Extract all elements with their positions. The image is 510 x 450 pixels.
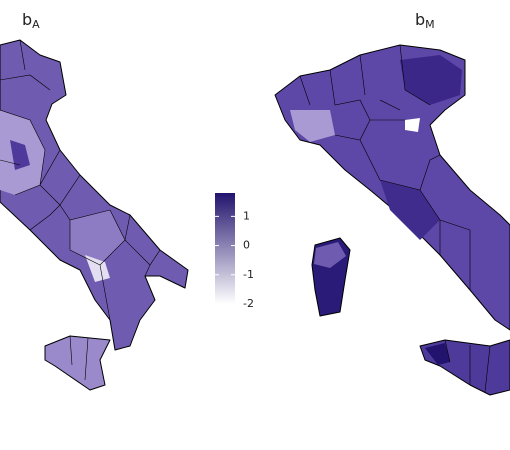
- panel-title: bM: [415, 10, 435, 32]
- region: [405, 118, 420, 132]
- tick-label: -1: [243, 268, 254, 281]
- sicily: [44, 335, 111, 391]
- title: b: [415, 10, 425, 29]
- map-right: [274, 44, 510, 396]
- tick-label: 0: [243, 239, 250, 252]
- colorbar-fill: [215, 193, 235, 304]
- region-borders: [299, 44, 471, 290]
- tick-label: 1: [243, 209, 250, 222]
- region-borders: [0, 39, 161, 321]
- region: [290, 110, 335, 142]
- peninsula: [0, 39, 189, 351]
- colorbar: 1 0 -1 -2: [215, 193, 254, 310]
- region: [380, 180, 440, 240]
- title: b: [22, 10, 32, 29]
- region: [400, 55, 462, 105]
- panel-title: bA: [22, 10, 40, 32]
- region: [314, 242, 346, 268]
- region-borders: [444, 339, 491, 393]
- region-borders: [69, 335, 89, 381]
- region: [10, 140, 30, 170]
- region: [85, 255, 110, 282]
- region: [70, 210, 125, 265]
- region: [425, 343, 450, 365]
- subscript: M: [425, 18, 435, 31]
- subscript: A: [32, 18, 40, 31]
- map-left: [0, 39, 189, 391]
- tick-label: -2: [243, 297, 254, 310]
